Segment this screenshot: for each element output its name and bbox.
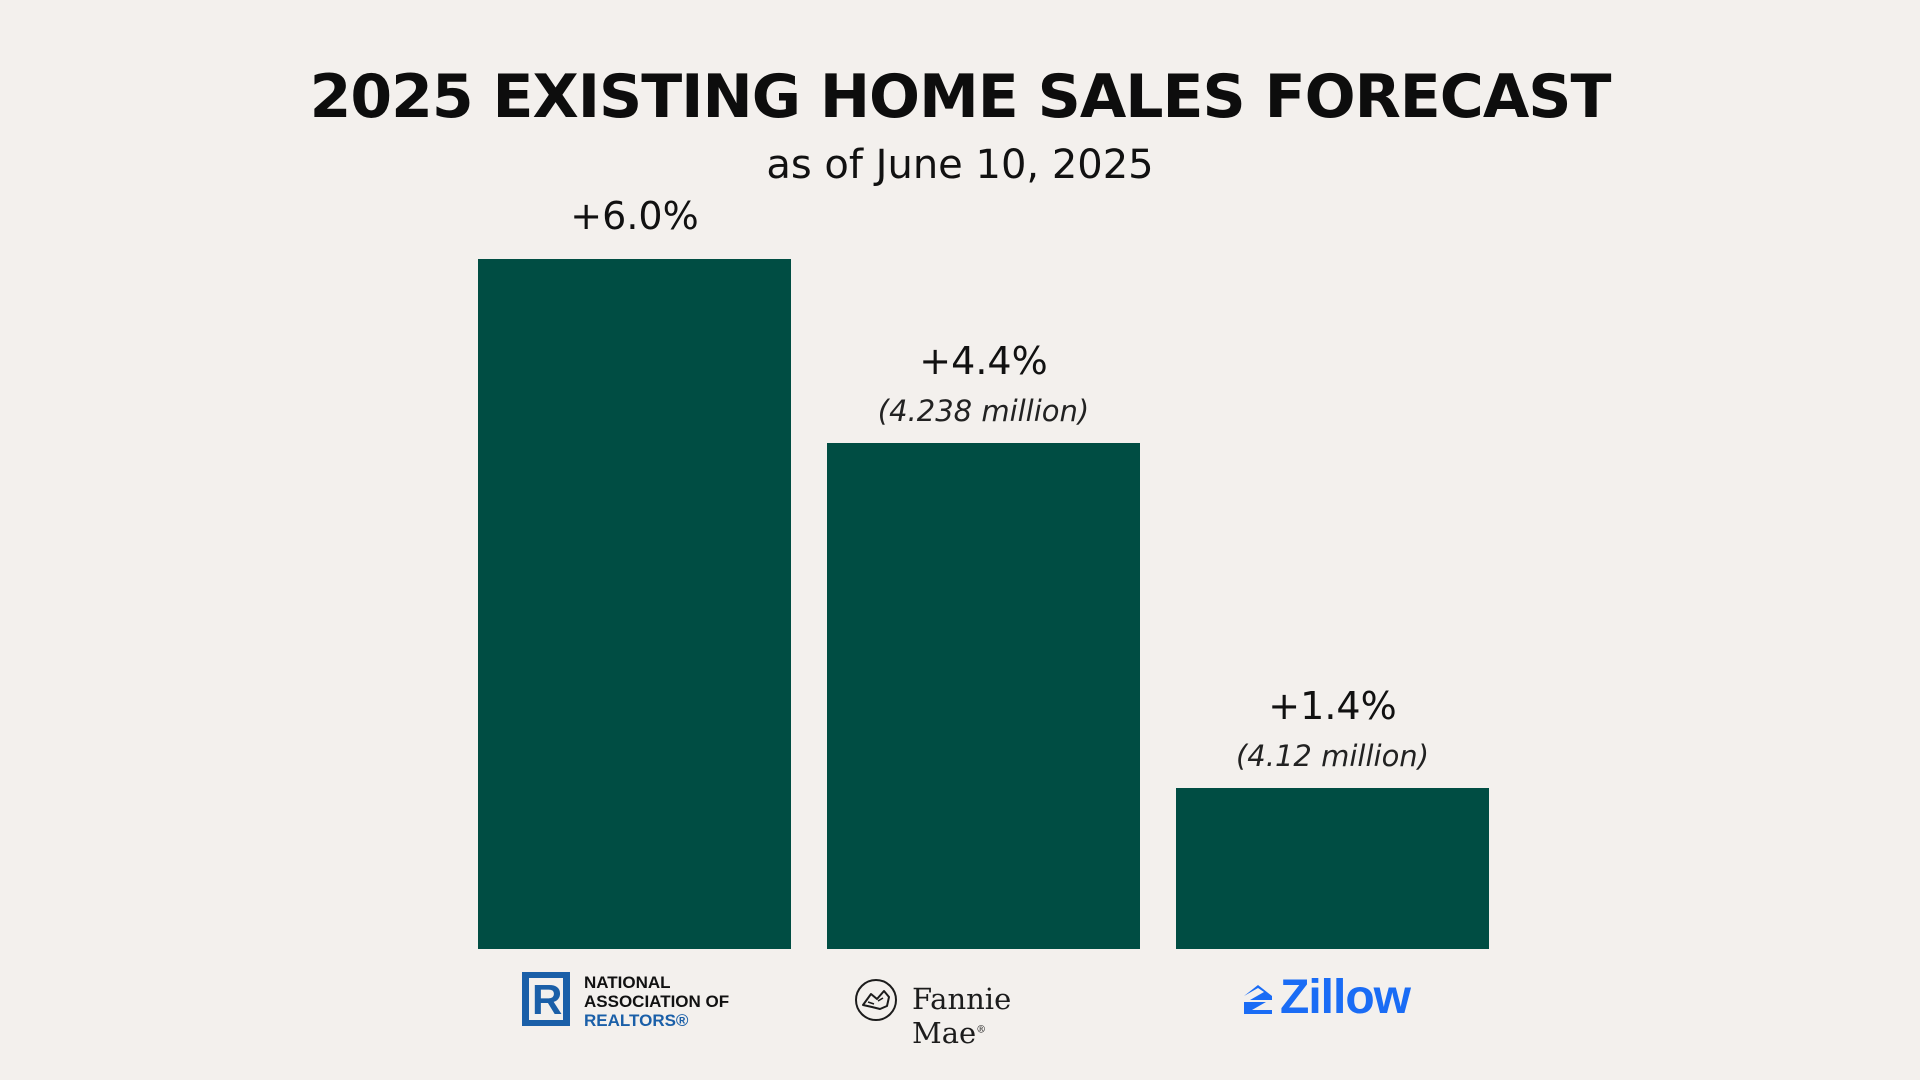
- fannie-mae-house-icon: [855, 979, 897, 1021]
- labels-group: +6.0% +4.4% (4.238 million) +1.4% (4.12 mill…: [570, 194, 1429, 773]
- zillow-wordmark: Zillow: [1280, 971, 1411, 1024]
- zillow-house-icon: [1244, 985, 1272, 1014]
- nar-line-1: NATIONAL: [584, 973, 671, 992]
- nar-logo: R NATIONAL ASSOCIATION OF REALTORS®: [522, 968, 782, 1030]
- fannie-mae-wordmark: Fannie Mae®: [912, 982, 1012, 1050]
- fannie-mae-logo: Fannie Mae®: [854, 968, 1094, 1050]
- value-label-0: +6.0%: [570, 194, 698, 238]
- bar-1: [827, 443, 1140, 949]
- secondary-label-1: (4.238 million): [878, 394, 1089, 428]
- value-label-1: +4.4%: [919, 339, 1047, 383]
- bars-group: [478, 259, 1489, 949]
- nar-line-2: ASSOCIATION OF: [584, 992, 730, 1011]
- nar-r-mark-icon: R: [522, 972, 570, 1026]
- chart-title: 2025 EXISTING HOME SALES FORECAST: [309, 62, 1612, 132]
- nar-wordmark: NATIONAL ASSOCIATION OF REALTORS®: [584, 973, 729, 1030]
- value-label-2: +1.4%: [1268, 684, 1396, 728]
- secondary-label-2: (4.12 million): [1236, 739, 1429, 773]
- chart-subtitle: as of June 10, 2025: [766, 142, 1154, 188]
- zillow-logo: Zillow: [1240, 968, 1440, 1028]
- bar-0: [478, 259, 791, 949]
- bar-2: [1176, 788, 1489, 949]
- nar-line-3: REALTORS®: [584, 1011, 689, 1030]
